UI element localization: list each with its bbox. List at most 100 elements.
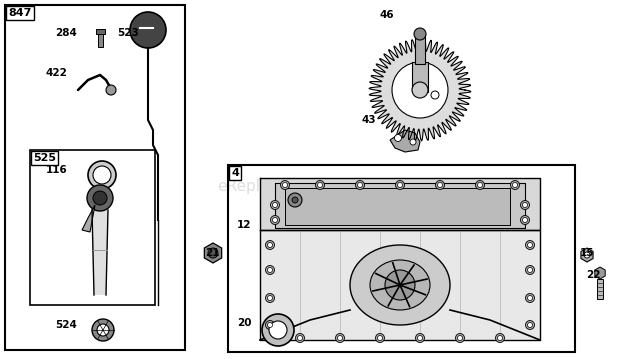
Circle shape (415, 334, 425, 342)
Circle shape (410, 139, 416, 145)
Circle shape (510, 181, 520, 190)
Bar (415, 34, 425, 64)
Circle shape (265, 266, 275, 275)
Ellipse shape (350, 245, 450, 325)
Text: 523: 523 (117, 28, 139, 38)
Circle shape (296, 334, 304, 342)
Text: eReplacementParts.com: eReplacementParts.com (217, 179, 403, 194)
Text: 46: 46 (380, 10, 394, 20)
Bar (30, 150, 155, 305)
Text: 15: 15 (580, 248, 595, 258)
Polygon shape (275, 183, 525, 228)
Circle shape (495, 334, 505, 342)
Circle shape (298, 336, 303, 340)
Circle shape (414, 28, 426, 40)
Circle shape (267, 267, 273, 272)
Circle shape (526, 321, 534, 330)
Circle shape (355, 181, 365, 190)
Circle shape (337, 336, 342, 340)
Circle shape (526, 266, 534, 275)
Circle shape (269, 321, 287, 339)
Circle shape (265, 321, 275, 330)
Circle shape (385, 270, 415, 300)
Circle shape (521, 200, 529, 210)
Polygon shape (390, 130, 420, 152)
Circle shape (265, 241, 275, 250)
Polygon shape (260, 230, 540, 340)
Bar (597, 279, 603, 299)
Bar (412, 62, 428, 92)
Circle shape (513, 182, 518, 187)
Bar (98, 33, 103, 47)
Circle shape (394, 135, 402, 141)
Bar (228, 165, 575, 352)
Circle shape (93, 166, 111, 184)
Circle shape (392, 62, 448, 118)
Circle shape (97, 324, 109, 336)
Circle shape (267, 322, 273, 327)
Circle shape (435, 181, 445, 190)
Text: 116: 116 (46, 165, 68, 175)
Polygon shape (285, 188, 510, 225)
Circle shape (273, 218, 278, 223)
Text: 525: 525 (33, 153, 56, 163)
Circle shape (267, 242, 273, 247)
Text: 43: 43 (362, 115, 376, 125)
Circle shape (283, 182, 288, 187)
Circle shape (265, 294, 275, 303)
Text: 12: 12 (237, 220, 252, 230)
Circle shape (378, 336, 383, 340)
Polygon shape (369, 39, 471, 141)
Circle shape (88, 161, 116, 189)
Circle shape (130, 12, 166, 48)
Text: 847: 847 (8, 8, 32, 18)
Circle shape (521, 215, 529, 224)
Bar (5, 5, 185, 350)
Circle shape (92, 319, 114, 341)
Circle shape (412, 82, 428, 98)
Circle shape (458, 336, 463, 340)
Circle shape (208, 248, 218, 258)
Bar (96, 29, 105, 34)
Circle shape (288, 193, 302, 207)
Circle shape (292, 197, 298, 203)
Circle shape (526, 294, 534, 303)
Circle shape (396, 181, 404, 190)
Text: 284: 284 (55, 28, 77, 38)
Circle shape (270, 215, 280, 224)
Circle shape (584, 252, 590, 258)
Circle shape (358, 182, 363, 187)
Circle shape (417, 336, 422, 340)
Circle shape (528, 322, 533, 327)
Circle shape (270, 200, 280, 210)
Circle shape (273, 202, 278, 208)
Circle shape (87, 185, 113, 211)
Text: 20: 20 (237, 318, 252, 328)
Ellipse shape (370, 260, 430, 310)
Circle shape (397, 182, 402, 187)
Circle shape (376, 334, 384, 342)
Circle shape (93, 191, 107, 205)
Circle shape (528, 267, 533, 272)
Text: 524: 524 (55, 320, 77, 330)
Circle shape (456, 334, 464, 342)
Circle shape (316, 181, 324, 190)
Circle shape (335, 334, 345, 342)
Circle shape (431, 91, 439, 99)
Text: 4: 4 (231, 168, 239, 178)
Circle shape (523, 202, 528, 208)
Polygon shape (260, 178, 540, 230)
Text: 22: 22 (586, 270, 601, 280)
Circle shape (317, 182, 322, 187)
Circle shape (267, 295, 273, 300)
Circle shape (528, 242, 533, 247)
Circle shape (528, 295, 533, 300)
Text: 422: 422 (45, 68, 67, 78)
Circle shape (477, 182, 482, 187)
Circle shape (106, 85, 116, 95)
Polygon shape (92, 210, 108, 295)
Circle shape (438, 182, 443, 187)
Circle shape (476, 181, 484, 190)
Polygon shape (82, 205, 95, 232)
Circle shape (497, 336, 502, 340)
